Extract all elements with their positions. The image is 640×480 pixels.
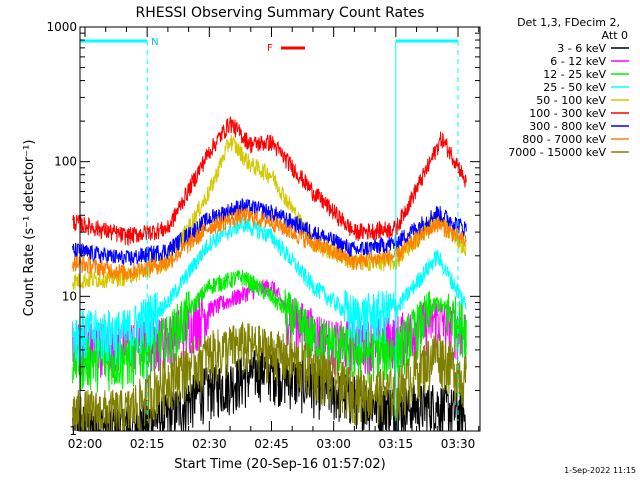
legend-label-100-300-kev: 100 - 300 keV: [529, 107, 606, 120]
legend-label-12-25-kev: 12 - 25 keV: [543, 68, 606, 81]
legend-label-3-6-kev: 3 - 6 keV: [557, 42, 606, 55]
axes: 1 10 100 1000 02:00 02:15 02:30 02:45 03:00 03:15…: [46, 20, 481, 451]
chart-title: RHESSI Observing Summary Count Rates: [136, 5, 425, 21]
x-tick-label: 03:00: [316, 437, 351, 451]
night-flag-label: N: [151, 37, 158, 48]
y-tick-label: 10: [62, 289, 77, 303]
legend-label-25-50-kev: 25 - 50 keV: [543, 81, 606, 94]
series-group: [72, 115, 467, 432]
series-line-7000-15000-kev: [72, 321, 467, 432]
legend-label-7000-15000-kev: 7000 - 15000 keV: [508, 146, 606, 159]
legend-header-line-2: Att 0: [602, 29, 628, 42]
legend-label-800-7000-kev: 800 - 7000 keV: [522, 133, 606, 146]
y-tick-label: 1: [69, 424, 77, 438]
legend: Det 1,3, FDecim 2, Att 0: [517, 16, 628, 42]
flag-annotations: NF: [80, 37, 459, 431]
series-line-300-800-kev: [72, 198, 467, 268]
footer-timestamp: 1-Sep-2022 11:15: [564, 466, 636, 475]
x-tick-label: 03:30: [441, 437, 476, 451]
series-line-100-300-kev: [72, 115, 467, 247]
series-line-12-25-kev: [72, 269, 467, 393]
x-tick-label: 02:15: [130, 437, 165, 451]
y-tick-label: 1000: [46, 20, 77, 34]
x-axis-label: Start Time (20-Sep-16 01:57:02): [174, 457, 385, 472]
series-line-800-7000-kev: [72, 207, 467, 281]
flare-flag-label: F: [267, 43, 273, 54]
plot-frame: [79, 26, 481, 432]
legend-label-6-12-kev: 6 - 12 keV: [550, 55, 606, 68]
x-tick-label: 02:30: [192, 437, 227, 451]
legend-label-300-800-kev: 300 - 800 keV: [529, 120, 606, 133]
x-tick-label: 03:15: [379, 437, 414, 451]
y-axis-label: Count Rate (s⁻¹ detector⁻¹): [22, 140, 37, 317]
x-tick-label: 02:45: [254, 437, 289, 451]
y-tick-label: 100: [54, 155, 77, 169]
legend-header-line-1: Det 1,3, FDecim 2,: [517, 16, 620, 29]
series-line-25-50-kev: [72, 216, 467, 366]
legend-label-50-100-kev: 50 - 100 keV: [536, 94, 606, 107]
x-tick-label: 02:00: [68, 437, 103, 451]
